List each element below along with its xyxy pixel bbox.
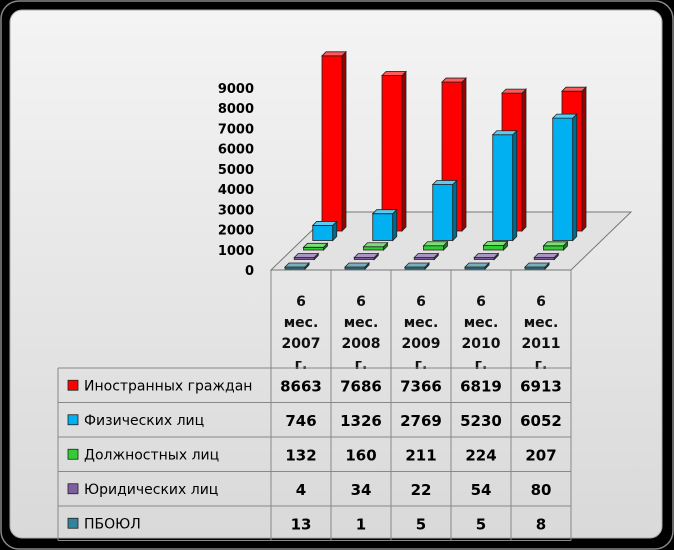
y-tick-label: 0 [245, 264, 254, 279]
bar-4-4 [473, 252, 500, 261]
bar-5-3 [404, 262, 430, 270]
category-label: 6 [536, 294, 546, 310]
data-cell: 6052 [520, 412, 562, 430]
data-cell: 22 [411, 481, 432, 499]
data-cell: 6913 [520, 377, 562, 395]
bar-4-3 [413, 252, 440, 261]
bars-group [284, 50, 587, 270]
category-label: мес. [404, 315, 439, 331]
series-name: Юридических лиц [84, 482, 218, 498]
bar-3-5 [542, 240, 569, 251]
bar-3-4 [482, 240, 509, 251]
data-cell: 80 [531, 481, 552, 499]
category-label: 2009 [402, 336, 441, 352]
y-tick-label: 2000 [218, 224, 254, 239]
category-label: г. [355, 357, 368, 373]
y-axis: 0 1000 2000 3000 4000 5000 6000 7000 8000 9000 [218, 82, 254, 279]
legend-swatch [67, 414, 79, 426]
bar-3-1 [302, 242, 329, 251]
data-cell: 5 [476, 515, 486, 533]
category-label: 6 [476, 294, 486, 310]
data-cell: 34 [351, 481, 372, 499]
y-tick-label: 6000 [218, 143, 254, 158]
series-name: Должностных лиц [84, 447, 219, 463]
bar-4-1 [293, 252, 320, 261]
category-label: 6 [296, 294, 306, 310]
category-label: г. [535, 357, 548, 373]
data-cell: 224 [465, 446, 496, 464]
category-label: 6 [416, 294, 426, 310]
data-cell: 8663 [280, 377, 322, 395]
bar-2-2 [371, 208, 398, 242]
data-cell: 8 [536, 515, 546, 533]
data-cell: 1326 [340, 412, 382, 430]
bar-4-5 [533, 252, 560, 261]
category-label: 2010 [462, 336, 501, 352]
category-label: 6 [356, 294, 366, 310]
data-cell: 2769 [400, 412, 442, 430]
bar-5-2 [344, 262, 370, 270]
y-tick-label: 1000 [218, 244, 254, 259]
legend-swatch [67, 379, 79, 391]
bar-3-2 [362, 241, 389, 251]
data-cell: 5 [416, 515, 426, 533]
category-label: мес. [284, 315, 319, 331]
data-cell: 6819 [460, 377, 502, 395]
y-tick-label: 4000 [218, 183, 254, 198]
data-cell: 211 [405, 446, 436, 464]
data-cell: 7686 [340, 377, 382, 395]
bar-3-3 [422, 240, 449, 251]
bar-5-1 [284, 262, 310, 270]
category-label: г. [295, 357, 308, 373]
category-label: 2011 [522, 336, 561, 352]
data-cell: 54 [471, 481, 492, 499]
bar-2-3 [431, 179, 458, 242]
legend-swatch [67, 448, 79, 460]
data-cell: 5230 [460, 412, 502, 430]
bar-5-4 [464, 262, 490, 270]
bar-2-5 [551, 113, 578, 242]
bar-4-2 [353, 252, 380, 261]
bar-5-5 [524, 262, 550, 270]
category-label: 2007 [282, 336, 321, 352]
y-tick-label: 8000 [218, 102, 254, 117]
data-cell: 160 [345, 446, 376, 464]
category-label: мес. [464, 315, 499, 331]
category-label: мес. [344, 315, 379, 331]
bar-1-2 [381, 70, 407, 232]
y-tick-label: 9000 [218, 82, 254, 97]
category-label: г. [475, 357, 488, 373]
data-cell: 132 [285, 446, 316, 464]
y-tick-label: 3000 [218, 203, 254, 218]
data-cell: 13 [291, 515, 312, 533]
legend-swatch [67, 483, 79, 495]
data-cell: 207 [525, 446, 556, 464]
y-tick-label: 7000 [218, 122, 254, 137]
data-cell: 746 [285, 412, 316, 430]
series-name: Иностранных граждан [84, 378, 252, 394]
category-label: мес. [524, 315, 559, 331]
category-label: 2008 [342, 336, 381, 352]
data-cell: 1 [356, 515, 366, 533]
data-table: 6 мес. 2007 г. 6 мес. 2008 г. 6 мес. 2009 г. 6 мес. 20… [57, 270, 572, 541]
category-label: г. [415, 357, 428, 373]
bar-2-1 [311, 220, 338, 242]
legend-swatch [67, 517, 79, 529]
data-cell: 4 [296, 481, 306, 499]
data-cell: 7366 [400, 377, 442, 395]
y-tick-label: 5000 [218, 163, 254, 178]
bar-2-4 [491, 129, 518, 242]
series-name: ПБОЮЛ [84, 516, 141, 532]
series-name: Физических лиц [84, 413, 204, 429]
bar-1-1 [321, 50, 347, 232]
